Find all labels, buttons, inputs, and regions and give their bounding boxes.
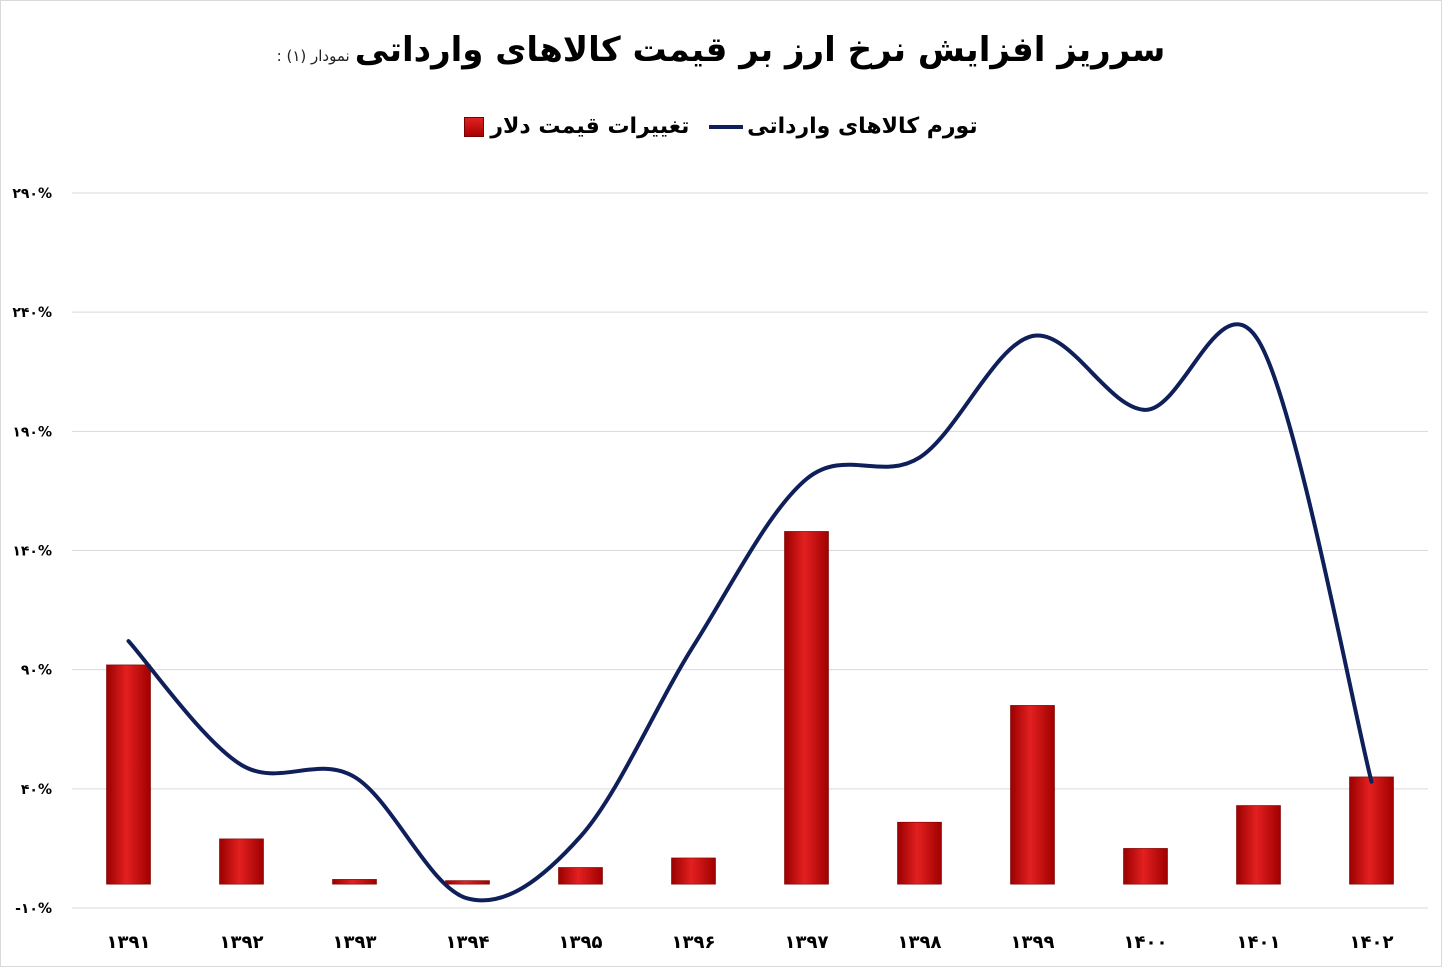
legend-bar-label: تغییرات قیمت دلار (490, 114, 690, 139)
bar (219, 838, 264, 885)
chart-legend: تورم کالاهای وارداتی تغییرات قیمت دلار (0, 114, 1442, 154)
bar (106, 664, 151, 885)
y-tick-label: -۱۰% (15, 901, 52, 917)
y-tick-label: ۱۴۰% (12, 544, 52, 560)
series-line (126, 322, 1374, 903)
x-tick-label: ۱۳۹۲ (220, 932, 264, 953)
chart-title-row: سرریز افزایش نرخ ارز بر قیمت کالاهای وار… (0, 30, 1442, 90)
x-tick-label: ۱۴۰۲ (1350, 932, 1394, 953)
legend-line-label: تورم کالاهای وارداتی (747, 114, 978, 139)
x-tick-label: ۱۳۹۳ (333, 932, 377, 953)
x-tick-label: ۱۳۹۵ (559, 932, 603, 953)
x-tick-label: ۱۴۰۰ (1124, 932, 1168, 953)
bar (784, 531, 829, 885)
legend-line-swatch (709, 125, 744, 129)
x-tick-label: ۱۴۰۱ (1237, 932, 1281, 953)
y-tick-label: ۲۴۰% (12, 305, 52, 321)
legend-item-line: تورم کالاهای وارداتی (709, 114, 978, 139)
legend-item-bar: تغییرات قیمت دلار (464, 114, 689, 139)
y-tick-label: ۹۰% (21, 663, 52, 679)
chart-title: سرریز افزایش نرخ ارز بر قیمت کالاهای وار… (354, 30, 1166, 70)
legend-bar-swatch (464, 117, 485, 137)
bar (445, 880, 490, 885)
bar (897, 821, 942, 885)
x-tick-label: ۱۳۹۱ (107, 932, 151, 953)
bar (671, 857, 716, 885)
x-tick-label: ۱۳۹۷ (785, 932, 829, 953)
bar (558, 867, 603, 885)
y-tick-label: ۲۹۰% (12, 186, 52, 202)
bar (1349, 776, 1394, 885)
x-tick-label: ۱۳۹۹ (1011, 932, 1055, 953)
y-tick-label: ۴۰% (21, 782, 52, 798)
bar (1010, 705, 1055, 885)
bar (332, 879, 377, 885)
y-tick-label: ۱۹۰% (12, 424, 52, 440)
bar (1236, 805, 1281, 885)
chart-subtitle: نمودار (۱) : (276, 47, 350, 65)
x-tick-label: ۱۳۹۸ (898, 932, 942, 953)
x-tick-label: ۱۳۹۶ (672, 932, 716, 953)
bar (1123, 848, 1168, 885)
x-tick-label: ۱۳۹۴ (446, 932, 490, 953)
